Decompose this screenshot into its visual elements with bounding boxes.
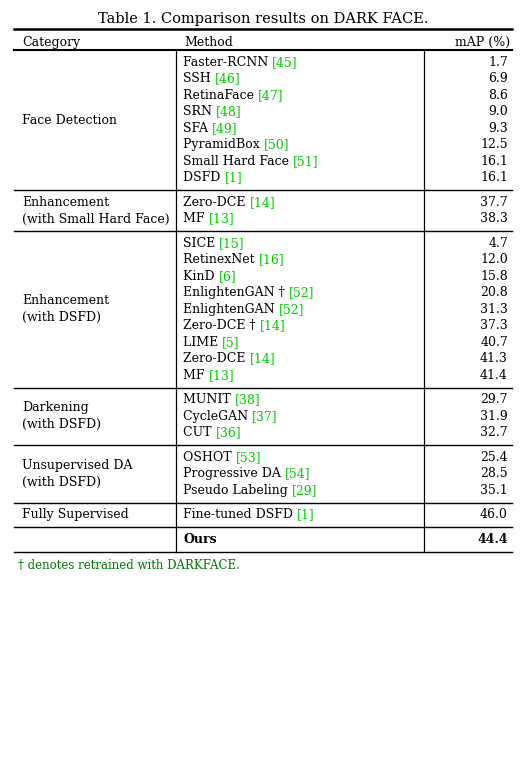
Text: [46]: [46]	[215, 72, 240, 85]
Text: [54]: [54]	[285, 467, 310, 480]
Text: Faster-RCNN: Faster-RCNN	[183, 56, 272, 69]
Text: 44.4: 44.4	[478, 533, 508, 546]
Text: OSHOT: OSHOT	[183, 451, 236, 464]
Text: 1.7: 1.7	[488, 56, 508, 69]
Text: [13]: [13]	[208, 369, 234, 382]
Text: 4.7: 4.7	[488, 237, 508, 250]
Text: 6.9: 6.9	[488, 72, 508, 85]
Text: [13]: [13]	[208, 213, 234, 226]
Text: [45]: [45]	[272, 56, 298, 69]
Text: Darkening
(with DSFD): Darkening (with DSFD)	[22, 402, 101, 431]
Text: KinD: KinD	[183, 270, 219, 283]
Text: 9.0: 9.0	[488, 105, 508, 118]
Text: 25.4: 25.4	[480, 451, 508, 464]
Text: [50]: [50]	[264, 138, 289, 151]
Text: [1]: [1]	[225, 171, 242, 184]
Text: [52]: [52]	[279, 303, 304, 315]
Text: Pseudo Labeling: Pseudo Labeling	[183, 484, 292, 497]
Text: 8.6: 8.6	[488, 88, 508, 102]
Text: SSH: SSH	[183, 72, 215, 85]
Text: mAP (%): mAP (%)	[455, 36, 510, 49]
Text: 15.8: 15.8	[480, 270, 508, 283]
Text: RetinaFace: RetinaFace	[183, 88, 258, 102]
Text: SRN: SRN	[183, 105, 216, 118]
Text: Zero-DCE †: Zero-DCE †	[183, 319, 260, 332]
Text: Zero-DCE: Zero-DCE	[183, 352, 249, 365]
Text: [36]: [36]	[216, 426, 241, 439]
Text: [1]: [1]	[297, 508, 315, 521]
Text: [16]: [16]	[259, 253, 285, 266]
Text: Face Detection: Face Detection	[22, 114, 117, 126]
Text: 32.7: 32.7	[480, 426, 508, 439]
Text: 9.3: 9.3	[488, 122, 508, 135]
Text: [37]: [37]	[252, 410, 278, 423]
Text: [38]: [38]	[235, 393, 260, 406]
Text: CUT: CUT	[183, 426, 216, 439]
Text: Unsupervised DA
(with DSFD): Unsupervised DA (with DSFD)	[22, 459, 133, 488]
Text: 46.0: 46.0	[480, 508, 508, 521]
Text: 41.3: 41.3	[480, 352, 508, 365]
Text: [51]: [51]	[293, 155, 319, 168]
Text: SICE: SICE	[183, 237, 219, 250]
Text: Ours: Ours	[183, 533, 217, 546]
Text: Small Hard Face: Small Hard Face	[183, 155, 293, 168]
Text: [49]: [49]	[212, 122, 238, 135]
Text: EnlightenGAN †: EnlightenGAN †	[183, 287, 289, 299]
Text: 31.3: 31.3	[480, 303, 508, 315]
Text: Progressive DA: Progressive DA	[183, 467, 285, 480]
Text: 35.1: 35.1	[480, 484, 508, 497]
Text: Enhancement
(with DSFD): Enhancement (with DSFD)	[22, 294, 109, 325]
Text: [14]: [14]	[260, 319, 286, 332]
Text: Fully Supervised: Fully Supervised	[22, 508, 129, 521]
Text: CycleGAN: CycleGAN	[183, 410, 252, 423]
Text: 40.7: 40.7	[480, 336, 508, 349]
Text: Category: Category	[22, 36, 80, 49]
Text: [53]: [53]	[236, 451, 261, 464]
Text: Enhancement
(with Small Hard Face): Enhancement (with Small Hard Face)	[22, 196, 169, 226]
Text: DSFD: DSFD	[183, 171, 225, 184]
Text: SFA: SFA	[183, 122, 212, 135]
Text: 38.3: 38.3	[480, 213, 508, 226]
Text: EnlightenGAN: EnlightenGAN	[183, 303, 279, 315]
Text: 20.8: 20.8	[480, 287, 508, 299]
Text: PyramidBox: PyramidBox	[183, 138, 264, 151]
Text: † denotes retrained with DARKFACE.: † denotes retrained with DARKFACE.	[18, 559, 240, 572]
Text: [14]: [14]	[249, 196, 275, 209]
Text: Zero-DCE: Zero-DCE	[183, 196, 249, 209]
Text: [14]: [14]	[249, 352, 275, 365]
Text: MUNIT: MUNIT	[183, 393, 235, 406]
Text: [5]: [5]	[222, 336, 240, 349]
Text: MF: MF	[183, 369, 208, 382]
Text: 31.9: 31.9	[480, 410, 508, 423]
Text: [15]: [15]	[219, 237, 245, 250]
Text: MF: MF	[183, 213, 208, 226]
Text: 12.0: 12.0	[480, 253, 508, 266]
Text: 37.7: 37.7	[480, 196, 508, 209]
Text: [48]: [48]	[216, 105, 242, 118]
Text: [52]: [52]	[289, 287, 314, 299]
Text: 28.5: 28.5	[480, 467, 508, 480]
Text: [29]: [29]	[292, 484, 317, 497]
Text: Table 1. Comparison results on DARK FACE.: Table 1. Comparison results on DARK FACE…	[98, 12, 428, 26]
Text: 16.1: 16.1	[480, 171, 508, 184]
Text: LIME: LIME	[183, 336, 222, 349]
Text: 16.1: 16.1	[480, 155, 508, 168]
Text: 12.5: 12.5	[480, 138, 508, 151]
Text: 37.3: 37.3	[480, 319, 508, 332]
Text: Fine-tuned DSFD: Fine-tuned DSFD	[183, 508, 297, 521]
Text: 29.7: 29.7	[480, 393, 508, 406]
Text: [47]: [47]	[258, 88, 284, 102]
Text: 41.4: 41.4	[480, 369, 508, 382]
Text: [6]: [6]	[219, 270, 236, 283]
Text: RetinexNet: RetinexNet	[183, 253, 259, 266]
Text: Method: Method	[184, 36, 233, 49]
